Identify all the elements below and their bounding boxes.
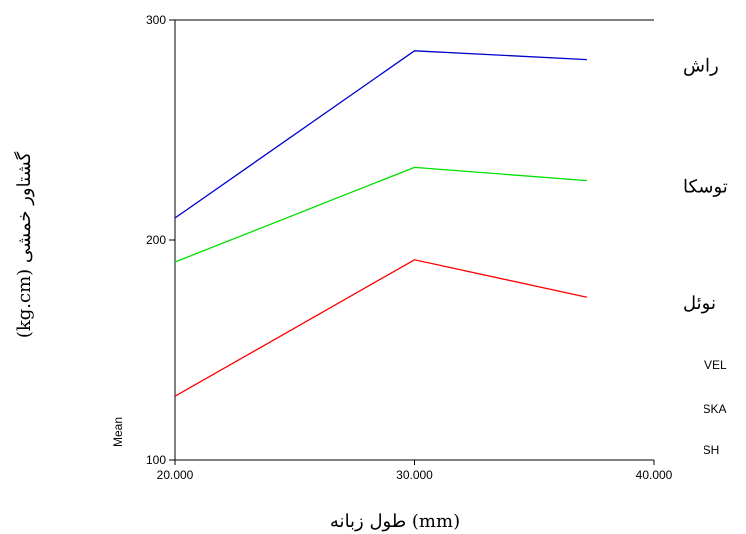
- y-tick-label: 300: [146, 13, 166, 27]
- x-tick-label: 30.000: [396, 468, 433, 482]
- y-ticks: 100 200 300: [146, 13, 175, 467]
- series-label-novel: نوئل: [683, 293, 716, 314]
- x-axis-title: طول زبانه (mm): [330, 511, 460, 532]
- series-label-toska: توسکا: [683, 177, 728, 198]
- series-labels: راش توسکا نوئل: [683, 56, 728, 315]
- series-line-toska: [174, 166, 587, 263]
- legend-item-rash: RASH: [686, 443, 719, 457]
- y-axis-title: (kg.cm) گشتاور خمشی: [13, 151, 35, 338]
- y-axis-mean-label: Mean: [111, 417, 125, 447]
- series-line-novel: [174, 259, 588, 397]
- plot-frame: [174, 19, 654, 461]
- legend-item-novel: NOVEL: [686, 358, 727, 372]
- y-tick-label: 100: [146, 453, 166, 467]
- legend-item-toska: TOSKA: [686, 402, 726, 416]
- x-tick-label: 40.000: [636, 468, 673, 482]
- legend-partial: NOVEL TOSKA RASH: [686, 358, 727, 457]
- x-tick-label: 20.000: [157, 468, 194, 482]
- x-ticks: 20.000 30.000 40.000: [157, 460, 673, 482]
- series-line-rash: [174, 50, 587, 219]
- series-label-rash: راش: [683, 56, 719, 77]
- y-tick-label: 200: [146, 233, 166, 247]
- series-lines: [174, 50, 588, 397]
